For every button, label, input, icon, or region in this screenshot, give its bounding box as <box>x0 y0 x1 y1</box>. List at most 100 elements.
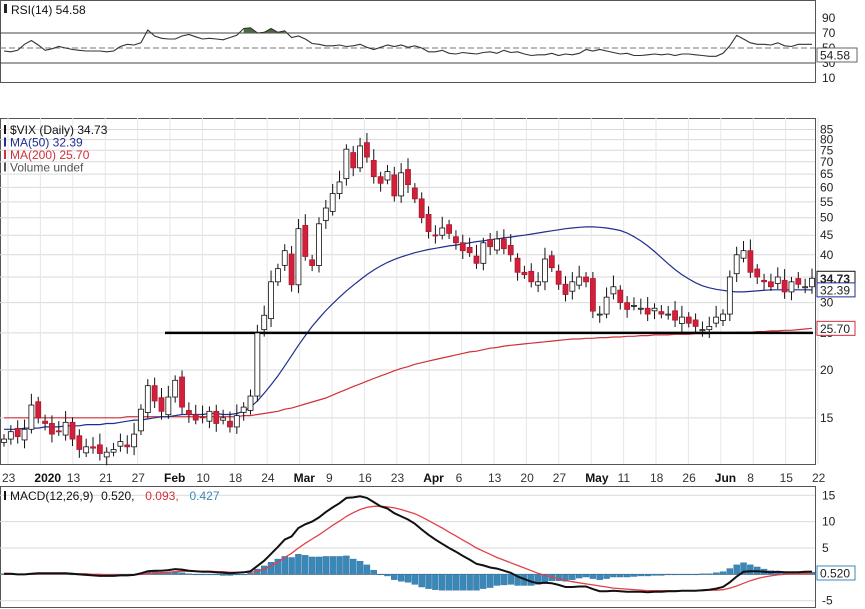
macd-last-tag: 0.520 <box>816 565 856 581</box>
candle-body <box>644 307 651 315</box>
macd-histogram-bar <box>185 573 193 575</box>
price-vertical-grid <box>7 118 819 464</box>
x-axis-label: 23 <box>2 471 16 485</box>
candle-body <box>21 428 28 441</box>
price-tick-40: 40 <box>820 248 834 262</box>
macd-tick-15: 15 <box>822 488 836 502</box>
candle-body <box>329 193 336 212</box>
macd-histogram-bar <box>740 562 747 575</box>
macd-histogram-bar <box>630 574 638 577</box>
macd-legend-item: 0.427 <box>190 489 220 503</box>
price-tick-20: 20 <box>820 363 834 377</box>
candle-body <box>295 228 302 286</box>
candle-body <box>233 415 240 428</box>
macd-axis-ticks: 151050-5 <box>822 488 836 607</box>
x-axis-label: 13 <box>67 471 81 485</box>
macd-line <box>4 495 813 594</box>
candle-body <box>466 247 473 254</box>
candle-body <box>302 225 309 257</box>
x-axis-label: 11 <box>618 471 631 485</box>
macd-histogram-bar <box>199 574 206 576</box>
macd-tick--5: -5 <box>822 594 833 608</box>
macd-histogram-bar <box>671 574 679 576</box>
candle-body <box>158 397 165 412</box>
macd-legend-item: MACD(12,26,9) <box>10 489 93 503</box>
candle-body <box>35 401 42 419</box>
macd-histogram-bar <box>719 571 727 575</box>
candle-body <box>699 329 706 332</box>
price-legend-item: Volume undef <box>10 161 84 175</box>
candle-body <box>391 174 398 197</box>
macd-histogram-bar <box>596 574 603 580</box>
macd-histogram-bar <box>610 574 617 578</box>
candle-body <box>500 238 507 250</box>
candle-body <box>213 410 220 424</box>
x-axis-label: 2020 <box>34 471 61 485</box>
price-legend-swatch <box>4 162 6 172</box>
x-axis-label: 21 <box>99 471 113 485</box>
macd-histogram-bar <box>575 574 583 579</box>
candle-body <box>165 396 172 416</box>
macd-histogram-bar <box>733 564 740 575</box>
candle-body <box>583 276 589 283</box>
x-axis-label: 22 <box>812 471 826 485</box>
price-tick-50: 50 <box>820 211 834 225</box>
macd-histogram-bar <box>274 558 282 575</box>
x-axis-label: 18 <box>229 471 243 485</box>
x-axis-label: 18 <box>650 471 664 485</box>
candle-body <box>49 423 55 435</box>
candle-body <box>528 270 535 283</box>
macd-histogram-bar <box>582 574 590 578</box>
candle-body <box>42 420 48 424</box>
x-axis-label: 13 <box>488 471 502 485</box>
candle-body <box>658 311 665 315</box>
candle-body <box>432 234 439 237</box>
candle-body <box>110 449 117 453</box>
macd-histogram-bar <box>534 574 542 585</box>
candle-body <box>459 242 466 252</box>
macd-histogram-bar <box>247 573 254 575</box>
price-tick-30: 30 <box>820 296 834 310</box>
macd-legend-item: 0.093, <box>145 489 178 503</box>
candle-body <box>96 444 103 454</box>
rsi-last-tag-text: 54.58 <box>820 49 850 63</box>
candle-body <box>316 223 322 266</box>
rsi-panel: 9070503010 RSI(14) 54.58 54.58 <box>0 0 858 85</box>
candle-body <box>254 332 261 397</box>
macd-histogram-bar <box>432 574 439 590</box>
x-axis-label: 15 <box>780 471 794 485</box>
price-legend-item: MA(50) 32.39 <box>10 136 83 150</box>
macd-histogram-bar <box>281 556 288 575</box>
candle-body <box>227 420 233 428</box>
candle-body <box>268 281 274 320</box>
candle-body <box>521 271 528 276</box>
price-frame <box>0 118 816 465</box>
macd-histogram-bar <box>226 574 234 576</box>
macd-histogram-bar <box>322 556 330 575</box>
candle-body <box>7 431 14 440</box>
macd-histogram-bar <box>685 574 692 576</box>
candle-body <box>384 171 391 181</box>
candle-body <box>733 254 740 275</box>
macd-histogram-bar <box>213 574 220 576</box>
x-axis-labels: 23 2020 13 21 27 Feb 10 18 24 Mar 9 16 23 Apr 6 13 20 27 M… <box>2 471 826 485</box>
macd-histogram-bar <box>302 555 309 575</box>
candle-body <box>507 244 514 256</box>
macd-histogram-bar <box>473 574 480 591</box>
macd-histogram-bar <box>466 574 473 591</box>
candle-body <box>795 278 802 285</box>
candle-body <box>281 250 288 266</box>
candle-body <box>192 414 199 421</box>
macd-histogram-bar <box>315 556 323 575</box>
x-axis-label: 20 <box>520 471 534 485</box>
candle-body <box>774 276 781 284</box>
macd-histogram-bar <box>397 574 405 582</box>
macd-histogram-bar <box>356 560 364 575</box>
candle-body <box>357 145 363 169</box>
candle-body <box>768 281 774 288</box>
candle-body <box>83 446 90 454</box>
macd-last-tag-text: 0.520 <box>820 567 850 581</box>
ma200-line <box>4 327 813 419</box>
